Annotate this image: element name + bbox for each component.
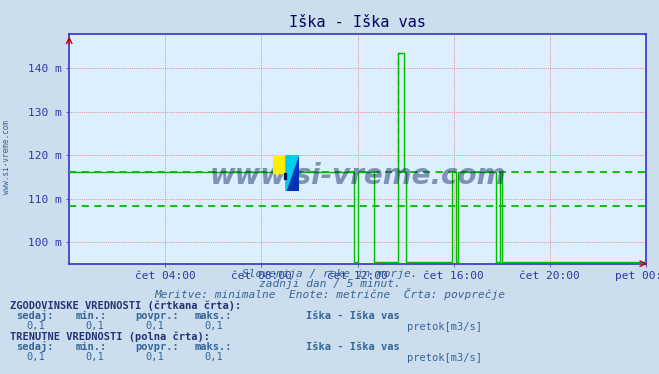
Text: maks.:: maks.: — [194, 311, 232, 321]
Text: pretok[m3/s]: pretok[m3/s] — [407, 322, 482, 332]
Text: min.:: min.: — [76, 342, 107, 352]
Text: 0,1: 0,1 — [204, 352, 223, 362]
Text: Iška - Iška vas: Iška - Iška vas — [306, 342, 400, 352]
Text: 0,1: 0,1 — [86, 352, 104, 362]
Text: min.:: min.: — [76, 311, 107, 321]
Bar — [273, 155, 286, 173]
Text: 0,1: 0,1 — [86, 321, 104, 331]
Text: 0,1: 0,1 — [204, 321, 223, 331]
Text: TRENUTNE VREDNOSTI (polna črta):: TRENUTNE VREDNOSTI (polna črta): — [10, 331, 210, 341]
Text: sedaj:: sedaj: — [16, 310, 54, 321]
Text: Slovenija / reke in morje.: Slovenija / reke in morje. — [242, 269, 417, 279]
Bar — [286, 155, 299, 173]
Title: Iška - Iška vas: Iška - Iška vas — [289, 15, 426, 30]
Text: Iška - Iška vas: Iška - Iška vas — [306, 311, 400, 321]
Text: www.si-vreme.com: www.si-vreme.com — [2, 120, 11, 194]
Text: povpr.:: povpr.: — [135, 342, 179, 352]
Polygon shape — [286, 155, 299, 191]
Text: povpr.:: povpr.: — [135, 311, 179, 321]
Polygon shape — [286, 155, 299, 191]
Bar — [284, 173, 286, 179]
Text: sedaj:: sedaj: — [16, 341, 54, 352]
Text: 0,1: 0,1 — [26, 321, 45, 331]
Text: Meritve: minimalne  Enote: metrične  Črta: povprečje: Meritve: minimalne Enote: metrične Črta:… — [154, 288, 505, 300]
Text: 0,1: 0,1 — [145, 321, 163, 331]
Text: zadnji dan / 5 minut.: zadnji dan / 5 minut. — [258, 279, 401, 289]
Text: www.si-vreme.com: www.si-vreme.com — [210, 162, 505, 190]
Text: 0,1: 0,1 — [26, 352, 45, 362]
Bar — [286, 173, 299, 191]
Text: 0,1: 0,1 — [145, 352, 163, 362]
Text: ZGODOVINSKE VREDNOSTI (črtkana črta):: ZGODOVINSKE VREDNOSTI (črtkana črta): — [10, 300, 241, 310]
Text: maks.:: maks.: — [194, 342, 232, 352]
Text: pretok[m3/s]: pretok[m3/s] — [407, 353, 482, 362]
